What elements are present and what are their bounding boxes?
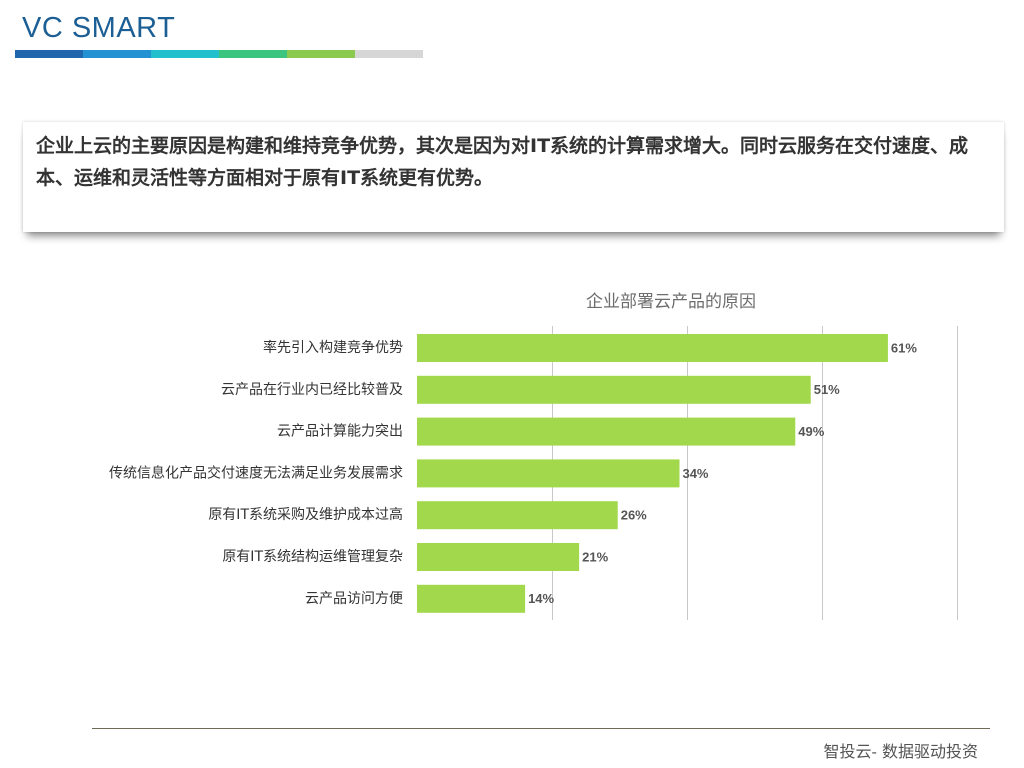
bar (417, 459, 680, 488)
bar (417, 501, 618, 530)
bar (417, 543, 580, 571)
brand-bar-segment (83, 50, 151, 58)
data-label: 49% (798, 424, 824, 439)
data-label: 51% (814, 382, 840, 397)
data-label: 34% (682, 466, 708, 481)
brand-color-bar (15, 50, 423, 58)
category-label: 云产品计算能力突出 (277, 424, 403, 440)
brand-title: VC SMART (22, 12, 176, 44)
data-label: 61% (891, 340, 917, 355)
brand-bar-segment (219, 50, 287, 58)
brand-bar-segment (151, 50, 219, 58)
data-label: 21% (582, 549, 608, 564)
data-label: 14% (528, 591, 554, 606)
category-label: 云产品在行业内已经比较普及 (221, 382, 403, 398)
bar (417, 334, 888, 362)
bar-chart: 率先引入构建竞争优势 61% 云产品在行业内已经比较普及 51% 云产品计算能力突出 49… (109, 326, 958, 620)
category-label: 云产品访问方便 (305, 591, 403, 607)
footer-text: 智投云- 数据驱动投资 (823, 742, 979, 761)
bar (417, 584, 526, 613)
summary-text: 企业上云的主要原因是构建和维持竞争优势，其次是因为对IT系统的计算需求增大。同时… (36, 135, 969, 189)
brand-bar-segment (287, 50, 355, 58)
footer-divider (92, 728, 990, 729)
brand-bar-segment (355, 50, 423, 58)
category-label: 率先引入构建竞争优势 (263, 339, 403, 356)
data-label: 26% (621, 508, 647, 523)
chart-title: 企业部署云产品的原因 (586, 292, 756, 312)
bar (417, 375, 811, 404)
bar (417, 417, 796, 446)
summary-callout: 企业上云的主要原因是构建和维持竞争优势，其次是因为对IT系统的计算需求增大。同时… (23, 122, 1004, 232)
brand-bar-segment (15, 50, 83, 58)
category-label: 原有IT系统结构运维管理复杂 (222, 548, 403, 565)
category-label: 原有IT系统采购及维护成本过高 (208, 506, 403, 523)
category-label: 传统信息化产品交付速度无法满足业务发展需求 (109, 464, 403, 481)
